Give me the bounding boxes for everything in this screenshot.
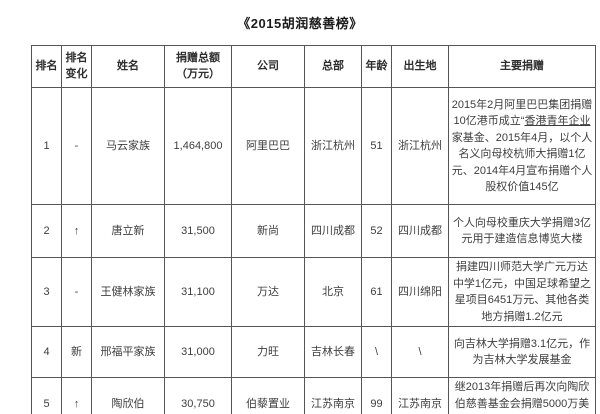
donation-text: 2015年2月阿里巴巴集团捐赠10亿港币成立“ [451, 98, 593, 128]
cell-headquarters: 北京 [304, 257, 362, 327]
cell-birthplace: 四川成都 [391, 204, 449, 258]
cell-name: 王健林家族 [91, 257, 165, 327]
col-header-rank: 排名 [31, 45, 62, 88]
table-row: 1 - 马云家族 1,464,800 阿里巴巴 浙江杭州 51 浙江杭州 201… [31, 87, 596, 205]
cell-company: 阿里巴巴 [231, 87, 305, 205]
col-header-name: 姓名 [91, 45, 165, 88]
page-title: 《2015胡润慈善榜》 [237, 16, 363, 31]
charity-ranking-table: 排名 排名 变化 姓名 捐赠总额 （万元） 公司 总部 年龄 出生地 主要捐赠 … [31, 45, 596, 414]
cell-age: 61 [361, 257, 392, 327]
cell-birthplace: 江苏南京 [391, 377, 449, 414]
cell-rank: 4 [31, 326, 62, 378]
col-header-rank-change: 排名 变化 [61, 45, 92, 88]
cell-age: 51 [361, 87, 392, 205]
col-header-company: 公司 [231, 45, 305, 88]
cell-amount: 31,500 [164, 204, 232, 258]
table-row: 3 - 王健林家族 31,100 万达 北京 61 四川绵阳 捐建四川师范大学广… [31, 257, 596, 327]
cell-birthplace: \ [391, 326, 449, 378]
cell-rank-change: 新 [61, 326, 92, 378]
cell-rank-change: - [61, 257, 92, 327]
cell-main-donation: 2015年2月阿里巴巴集团捐赠10亿港币成立“香港青年企业家基金、2015年4月… [448, 87, 596, 205]
cell-main-donation: 向吉林大学捐赠3.1亿元，作为吉林大学发展基金 [448, 326, 596, 378]
cell-rank-change: ↑ [61, 377, 92, 414]
cell-name: 马云家族 [91, 87, 165, 205]
cell-company: 万达 [231, 257, 305, 327]
table-row: 4 新 邢福平家族 31,000 力旺 吉林长春 \ \ 向吉林大学捐赠3.1亿… [31, 326, 596, 378]
col-header-birthplace: 出生地 [391, 45, 449, 88]
cell-main-donation: 捐建四川师范大学广元万达中学1亿元，中国足球希望之星项目6451万元、其他各类地… [448, 257, 596, 327]
cell-birthplace: 四川绵阳 [391, 257, 449, 327]
donation-link-text[interactable]: 香港青年企业 [524, 115, 591, 127]
col-header-donation-total: 捐赠总额 （万元） [164, 45, 232, 88]
cell-company: 力旺 [231, 326, 305, 378]
col-header-headquarters: 总部 [304, 45, 362, 88]
cell-headquarters: 四川成都 [304, 204, 362, 258]
cell-main-donation: 个人向母校重庆大学捐赠3亿元用于建造信息博览大楼 [448, 204, 596, 258]
cell-age: 99 [361, 377, 392, 414]
donation-text: 家基金、2015年4月，以个人名义向母校杭师大捐赠1亿元、2014年4月宣布捐赠… [451, 131, 593, 194]
page: 《2015胡润慈善榜》 排名 排名 变化 姓名 捐赠总额 （万元） 公司 总部 … [0, 13, 600, 414]
cell-name: 陶欣伯 [91, 377, 165, 414]
col-header-main-donation: 主要捐赠 [448, 45, 596, 88]
cell-headquarters: 江苏南京 [304, 377, 362, 414]
cell-company: 新尚 [231, 204, 305, 258]
cell-rank-change: - [61, 87, 92, 205]
cell-amount: 30,750 [164, 377, 232, 414]
cell-rank-change: ↑ [61, 204, 92, 258]
cell-headquarters: 浙江杭州 [304, 87, 362, 205]
table-header-row: 排名 排名 变化 姓名 捐赠总额 （万元） 公司 总部 年龄 出生地 主要捐赠 [31, 45, 596, 88]
cell-name: 邢福平家族 [91, 326, 165, 378]
cell-company: 伯藜置业 [231, 377, 305, 414]
cell-rank: 1 [31, 87, 62, 205]
cell-age: 52 [361, 204, 392, 258]
col-header-age: 年龄 [361, 45, 392, 88]
table-row: 5 ↑ 陶欣伯 30,750 伯藜置业 江苏南京 99 江苏南京 继2013年捐… [31, 377, 596, 414]
cell-amount: 1,464,800 [164, 87, 232, 205]
cell-amount: 31,100 [164, 257, 232, 327]
cell-name: 唐立新 [91, 204, 165, 258]
cell-birthplace: 浙江杭州 [391, 87, 449, 205]
table-row: 2 ↑ 唐立新 31,500 新尚 四川成都 52 四川成都 个人向母校重庆大学… [31, 204, 596, 258]
cell-rank: 2 [31, 204, 62, 258]
cell-rank: 5 [31, 377, 62, 414]
cell-headquarters: 吉林长春 [304, 326, 362, 378]
cell-main-donation: 继2013年捐赠后再次向陶欣伯慈善基金会捐赠5000万美元 [448, 377, 596, 414]
cell-amount: 31,000 [164, 326, 232, 378]
cell-age: \ [361, 326, 392, 378]
cell-rank: 3 [31, 257, 62, 327]
